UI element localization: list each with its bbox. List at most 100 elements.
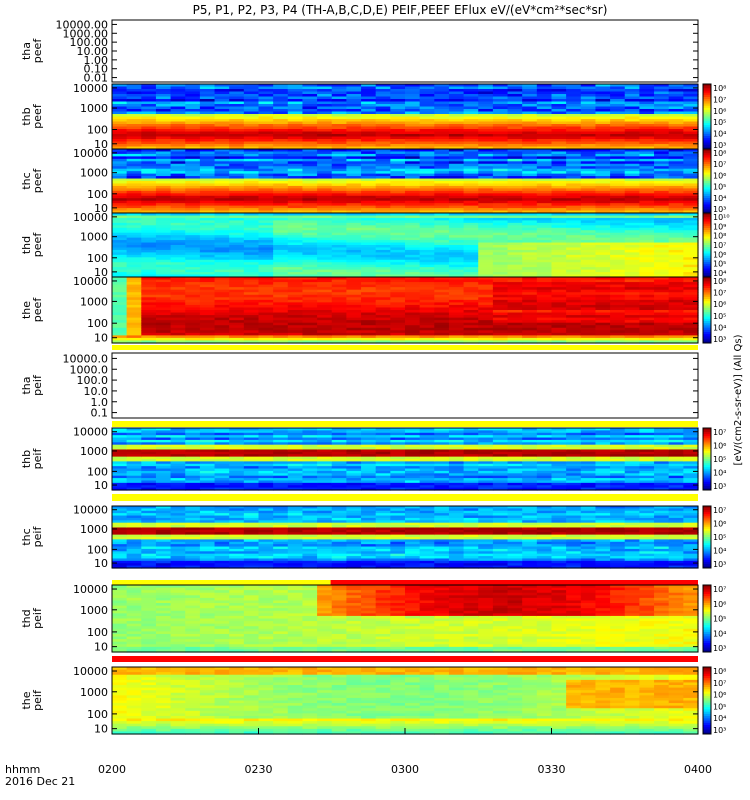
heatmap-cell [112,449,128,453]
heatmap-cell [595,279,611,283]
heatmap-cell [375,482,391,486]
heatmap-cell [434,205,450,209]
heatmap-cell [126,217,142,221]
heatmap-cell [551,99,567,103]
heatmap-cell [346,235,362,239]
heatmap-cell [199,451,216,455]
heatmap-cell [639,327,655,331]
heatmap-cell [302,190,318,194]
heatmap-cell [405,188,421,192]
heatmap-cell [654,153,670,157]
heatmap-cell [361,178,377,182]
heatmap-cell [214,86,230,90]
heatmap-cell [243,340,260,344]
heatmap-cell [317,240,333,244]
heatmap-cell [419,312,435,316]
heatmap-cell [258,181,274,185]
heatmap-cell [448,153,465,157]
heatmap-cell [654,151,670,155]
heatmap-cell [624,185,640,189]
heatmap-cell [551,193,567,197]
heatmap-cell [199,131,216,135]
heatmap-cell [375,335,391,339]
heatmap-cell [507,217,523,221]
heatmap-cell [639,208,655,212]
heatmap-cell [478,121,494,125]
heatmap-cell [448,208,465,212]
heatmap-cell [405,213,421,217]
heatmap-cell [595,287,611,291]
heatmap-cell [536,116,553,120]
heatmap-cell [331,480,347,484]
heatmap-cell [273,430,289,434]
heatmap-cell [170,156,186,160]
heatmap-cell [317,485,333,489]
heatmap-cell [126,141,142,145]
heatmap-cell [566,178,582,182]
heatmap-cell [654,96,670,100]
heatmap-cell [551,335,567,339]
heatmap-cell [185,444,201,448]
heatmap-cell [463,264,479,268]
heatmap-cell [155,146,172,150]
heatmap-cell [170,289,186,293]
heatmap-cell [463,289,479,293]
heatmap-cell [668,126,684,130]
heatmap-cell [507,432,523,436]
heatmap-cell [243,252,260,256]
heatmap-cell [668,144,684,148]
heatmap-cell [170,247,186,251]
heatmap-cell [112,482,128,486]
heatmap-cell [287,124,304,128]
heatmap-cell [610,284,626,288]
heatmap-cell [199,121,216,125]
heatmap-cell [185,134,201,138]
heatmap-cell [112,454,128,458]
heatmap-cell [639,188,655,192]
heatmap-cell [112,259,128,263]
heatmap-cell [346,171,362,175]
heatmap-cell [112,461,128,465]
heatmap-cell [141,297,157,301]
heatmap-cell [536,96,553,100]
heatmap-cell [141,158,157,162]
heatmap-cell [463,178,479,182]
heatmap-cell [478,292,494,296]
heatmap-cell [331,262,347,266]
heatmap-cell [463,274,479,278]
heatmap-cell [434,101,450,105]
heatmap-cell [566,153,582,157]
heatmap-cell [492,101,509,105]
heatmap-cell [654,259,670,263]
panel-frame [111,352,699,419]
heatmap-cell [361,330,377,334]
heatmap-cell [346,106,362,110]
heatmap-cell [566,237,582,241]
heatmap-cell [639,245,655,249]
heatmap-cell [243,259,260,263]
heatmap-cell [214,442,230,446]
heatmap-cell [595,205,611,209]
heatmap-cell [639,247,655,251]
heatmap-cell [141,304,157,309]
heatmap-cell [346,131,362,135]
heatmap-cell [448,284,465,288]
heatmap-cell [405,235,421,239]
heatmap-cell [551,312,567,316]
heatmap-cell [199,141,216,145]
heatmap-cell [302,232,318,236]
heatmap-cell [243,487,260,491]
heatmap-cell [463,217,479,221]
heatmap-cell [273,101,289,105]
heatmap-cell [639,168,655,172]
heatmap-cell [624,297,640,301]
heatmap-cell [273,96,289,100]
heatmap-cell [375,254,391,258]
heatmap-cell [199,129,216,133]
heatmap-cell [478,89,494,93]
heatmap-cell [170,129,186,133]
heatmap-cell [683,91,699,95]
heatmap-cell [463,327,479,331]
heatmap-cell [155,116,172,120]
heatmap-cell [331,435,347,439]
